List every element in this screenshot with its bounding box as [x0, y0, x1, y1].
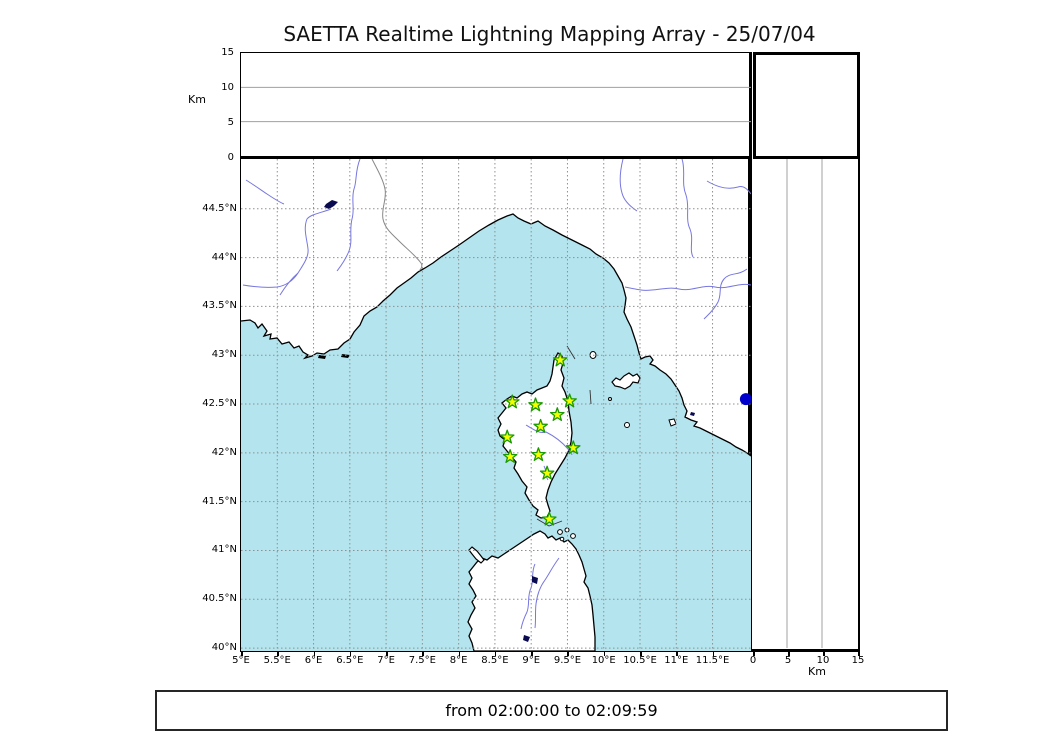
lat-tick-label: 41°N — [211, 544, 237, 556]
lon-tick-label: 7°E — [377, 655, 395, 666]
page-title: SAETTA Realtime Lightning Mapping Array … — [283, 22, 816, 46]
axis-tick — [676, 651, 678, 656]
axis-tick — [531, 651, 533, 656]
montecristo-island — [624, 422, 630, 428]
axis-tick — [313, 651, 316, 656]
asinara-island — [468, 546, 485, 564]
lon-tick-label: 10°E — [591, 655, 616, 666]
station-star-marker — [533, 418, 548, 433]
lon-tick-label: 7.5°E — [408, 655, 436, 666]
lat-tick-label: 40°N — [211, 642, 237, 654]
station-star-marker — [542, 511, 557, 526]
lon-tick-label: 11°E — [664, 655, 689, 666]
axis-tick — [458, 651, 461, 656]
altitude-left-tick-label: 5 — [227, 117, 234, 128]
axis-tick — [712, 651, 715, 656]
station-star-marker — [531, 447, 546, 462]
altitude-left-tick-label: 10 — [221, 82, 234, 93]
altitude-left-tick-label: 15 — [221, 47, 234, 58]
lakes — [324, 200, 695, 642]
station-markers — [499, 352, 581, 526]
lat-tick-label: 40.5°N — [202, 593, 237, 605]
lon-tick-label: 5°E — [232, 655, 250, 666]
altitude-longitude-panel — [240, 52, 752, 159]
corner-box — [753, 52, 860, 159]
axis-tick — [640, 651, 642, 656]
station-star-marker — [499, 429, 515, 444]
sea-contour-marks — [536, 345, 592, 527]
lat-tick-label: 43°N — [211, 349, 237, 361]
axis-tick — [567, 651, 569, 656]
station-star-marker — [552, 352, 568, 367]
station-star-marker — [549, 407, 565, 422]
station-star-marker — [565, 440, 581, 455]
station-star-marker — [505, 394, 520, 409]
lon-tick-label: 8.5°E — [481, 655, 509, 666]
cerboli-island — [608, 397, 612, 401]
lon-tick-label: 6°E — [304, 655, 323, 666]
altitude-bottom-tick-label: 15 — [851, 655, 865, 666]
altitude-latitude-plot — [786, 159, 823, 648]
map-gridlines — [241, 159, 751, 651]
altitude-bottom-tick-label: 0 — [749, 655, 757, 666]
mainland-coastline — [241, 213, 751, 457]
station-star-marker — [539, 465, 555, 480]
lon-tick-label: 6.5°E — [336, 655, 364, 666]
altitude-bottom-tick-label: 10 — [816, 655, 830, 666]
axis-tick — [603, 651, 606, 656]
lon-tick-label: 10.5°E — [623, 655, 657, 666]
axis-tick — [858, 651, 860, 656]
axis-tick — [386, 651, 388, 656]
lat-tick-label: 42.5°N — [202, 398, 237, 410]
altitude-bottom-axis-label: Km — [808, 665, 826, 678]
lat-tick-label: 44°N — [211, 251, 237, 263]
lat-tick-label: 41.5°N — [202, 495, 237, 507]
station-star-marker — [562, 393, 577, 408]
lon-tick-label: 11.5°E — [695, 655, 730, 666]
lon-tick-label: 9.5°E — [553, 655, 582, 666]
lat-tick-label: 42°N — [211, 446, 237, 458]
altitude-latitude-panel — [752, 159, 860, 652]
axis-tick — [349, 651, 352, 656]
altitude-left-axis-label: Km — [188, 93, 206, 106]
time-range-text: from 02:00:00 to 02:09:59 — [445, 701, 658, 720]
maddalena-islands — [557, 527, 576, 542]
axis-tick — [823, 651, 825, 656]
lat-tick-label: 44.5°N — [202, 202, 237, 214]
lon-tick-label: 5.5°E — [263, 655, 291, 666]
time-range-status-bar: from 02:00:00 to 02:09:59 — [155, 690, 948, 731]
map-panel — [240, 159, 752, 652]
map-svg — [241, 159, 751, 651]
altitude-left-tick-label: 0 — [227, 152, 234, 163]
lake-serre-poncon — [324, 200, 338, 209]
country-border — [371, 159, 423, 272]
elba-island — [611, 372, 641, 390]
axis-tick — [753, 651, 755, 656]
axis-tick — [241, 651, 243, 656]
sea-area — [241, 214, 751, 651]
lat-tick-label: 43.5°N — [202, 300, 237, 312]
axis-tick — [788, 651, 790, 656]
hyeres-islands — [318, 354, 350, 359]
axis-tick — [277, 651, 279, 656]
altitude-longitude-plot — [241, 86, 751, 123]
corsica-island — [497, 352, 573, 519]
lon-tick-label: 9°E — [522, 655, 541, 666]
station-star-marker — [502, 449, 518, 464]
axis-tick — [494, 651, 497, 656]
axis-tick — [422, 651, 424, 656]
lon-tick-label: 8°E — [449, 655, 468, 666]
station-star-marker — [528, 397, 543, 412]
lightning-source-dot — [739, 393, 751, 406]
altitude-bottom-tick-label: 5 — [784, 655, 792, 666]
